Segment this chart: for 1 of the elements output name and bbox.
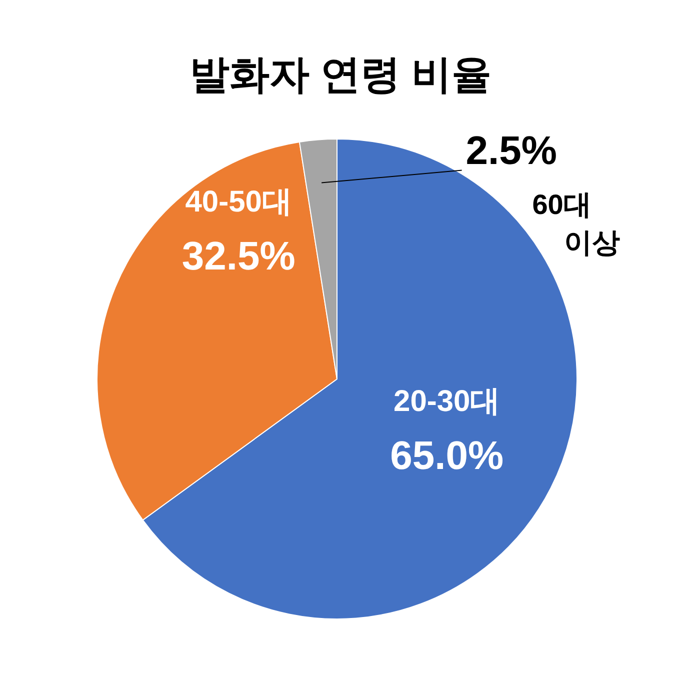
title: 발화자 연령 비율 — [189, 53, 492, 97]
